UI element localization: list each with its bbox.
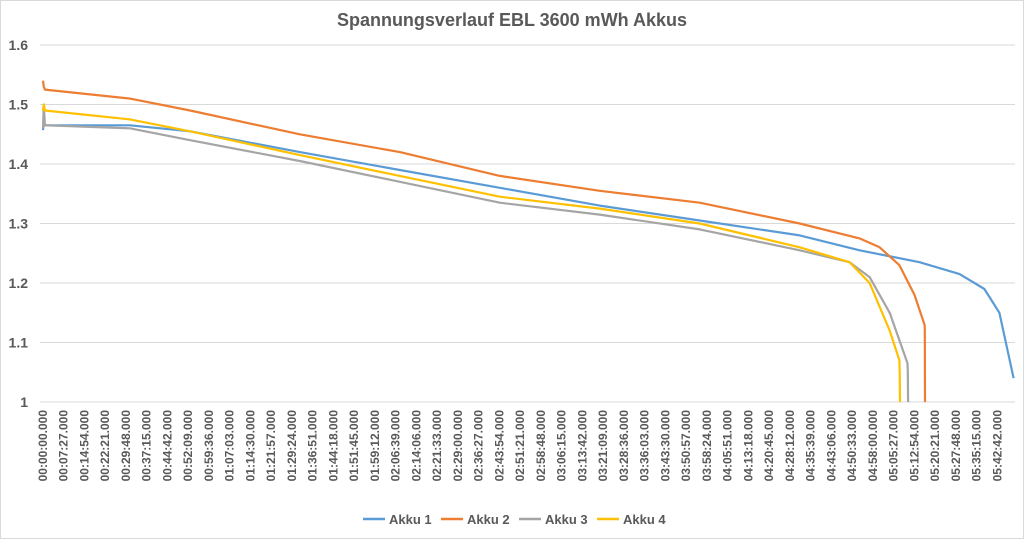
legend-label-akku-2: Akku 2 [467,512,510,527]
x-tick-label: 00:59:36.000 [202,410,216,482]
series-lines [41,80,1015,403]
x-tick-label: 00:00:00.000 [36,410,50,482]
chart-title: Spannungsverlauf EBL 3600 mWh Akkus [337,10,687,30]
x-tick-label: 00:52:09.000 [181,410,195,482]
x-tick-label: 00:14:54.000 [77,410,91,482]
legend-label-akku-1: Akku 1 [389,512,432,527]
x-tick-label: 02:21:33.000 [430,410,444,482]
x-tick-label: 03:58:24.000 [700,410,714,482]
x-tick-label: 01:07:03.000 [223,410,237,482]
x-tick-label: 05:35:15.000 [970,410,984,482]
y-tick-label: 1.2 [9,275,29,291]
series-line-akku-4 [41,103,902,403]
x-tick-label: 01:51:45.000 [347,410,361,482]
x-tick-label: 01:36:51.000 [306,410,320,482]
y-tick-label: 1.3 [9,216,29,232]
x-tick-label: 04:43:06.000 [824,410,838,482]
x-tick-label: 01:44:18.000 [326,410,340,482]
x-tick-label: 03:06:15.000 [555,410,569,482]
x-tick-label: 00:22:21.000 [98,410,112,482]
x-tick-label: 02:36:27.000 [472,410,486,482]
x-tick-label: 01:59:12.000 [368,410,382,482]
legend-label-akku-3: Akku 3 [545,512,588,527]
x-tick-label: 02:06:39.000 [389,410,403,482]
y-axis-ticks: 1 1.1 1.2 1.3 1.4 1.5 1.6 [9,37,29,410]
x-tick-label: 03:13:42.000 [575,410,589,482]
y-tick-label: 1.4 [9,156,29,172]
x-tick-label: 02:51:21.000 [513,410,527,482]
legend: Akku 1 Akku 2 Akku 3 Akku 4 [363,512,666,527]
gridlines [40,44,1015,403]
x-tick-label: 04:20:45.000 [762,410,776,482]
x-tick-label: 03:36:03.000 [638,410,652,482]
x-tick-label: 01:14:30.000 [243,410,257,482]
x-tick-label: 03:28:36.000 [617,410,631,482]
x-tick-label: 04:50:33.000 [845,410,859,482]
x-tick-label: 00:29:48.000 [119,410,133,482]
x-tick-label: 04:13:18.000 [741,410,755,482]
y-tick-label: 1.6 [9,37,29,53]
x-tick-label: 04:05:51.000 [721,410,735,482]
y-tick-label: 1.1 [9,335,29,351]
x-tick-label: 05:42:42.000 [990,410,1004,482]
y-tick-label: 1 [20,394,28,410]
y-tick-label: 1.5 [9,97,29,113]
x-tick-label: 02:43:54.000 [492,410,506,482]
x-tick-label: 05:12:54.000 [907,410,921,482]
x-tick-label: 02:14:06.000 [409,410,423,482]
x-tick-label: 02:58:48.000 [534,410,548,482]
x-tick-label: 04:58:00.000 [866,410,880,482]
x-tick-label: 04:35:39.000 [804,410,818,482]
x-tick-label: 02:29:00.000 [451,410,465,482]
x-tick-label: 05:05:27.000 [887,410,901,482]
x-tick-label: 05:27:48.000 [949,410,963,482]
x-axis-ticks: 00:00:00.000 00:07:27.000 00:14:54.000 00:2… [36,410,1004,482]
x-tick-label: 03:50:57.000 [679,410,693,482]
legend-label-akku-4: Akku 4 [623,512,666,527]
x-tick-label: 01:29:24.000 [285,410,299,482]
series-line-akku-1 [41,121,1015,379]
series-line-akku-3 [41,103,910,403]
x-tick-label: 00:07:27.000 [57,410,71,482]
x-tick-label: 00:37:15.000 [140,410,154,482]
x-tick-label: 03:21:09.000 [596,410,610,482]
x-tick-label: 05:20:21.000 [928,410,942,482]
x-tick-label: 03:43:30.000 [658,410,672,482]
x-tick-label: 00:44:42.000 [160,410,174,482]
x-tick-label: 01:21:57.000 [264,410,278,482]
x-tick-label: 04:28:12.000 [783,410,797,482]
series-line-akku-2 [41,80,927,403]
